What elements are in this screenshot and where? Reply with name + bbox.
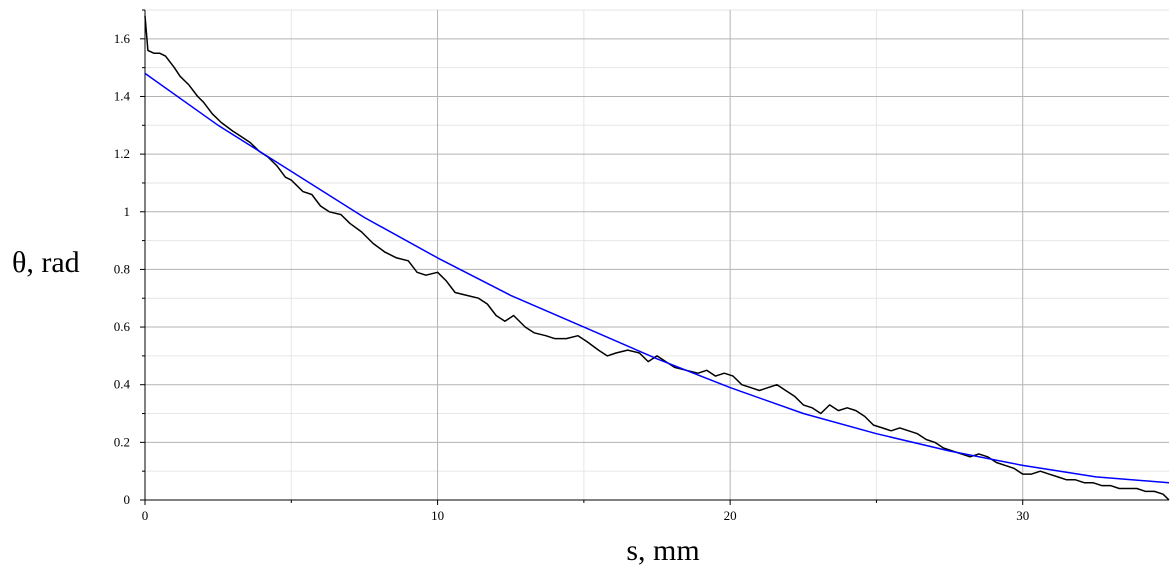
y-tick-label: 1.4 — [114, 88, 131, 103]
y-tick-label: 0.4 — [114, 377, 131, 392]
y-axis-title: θ, rad — [12, 246, 80, 279]
y-tick-label: 0 — [124, 492, 131, 507]
axes — [144, 10, 1169, 501]
grid — [145, 9, 1169, 500]
x-tick-label: 10 — [431, 508, 444, 523]
y-tick-label: 0.6 — [114, 319, 131, 334]
x-tick-label: 20 — [724, 508, 737, 523]
y-tick-label: 0.8 — [114, 261, 130, 276]
y-tick-label: 1 — [124, 204, 131, 219]
series-group — [144, 15, 1170, 501]
y-tick-label: 1.2 — [114, 146, 130, 161]
ticks: 0 0.2 0.4 0.6 0.8 1 1.2 1.4 1.6 0 10 20 30 — [114, 9, 1029, 523]
x-tick-label: 0 — [142, 508, 149, 523]
y-tick-label: 0.2 — [114, 434, 130, 449]
series-line-measured — [144, 15, 1170, 501]
x-tick-label: 30 — [1016, 508, 1029, 523]
y-tick-label: 1.6 — [114, 31, 131, 46]
x-axis-title: s, mm — [626, 534, 699, 567]
series-line-fit — [144, 72, 1170, 484]
